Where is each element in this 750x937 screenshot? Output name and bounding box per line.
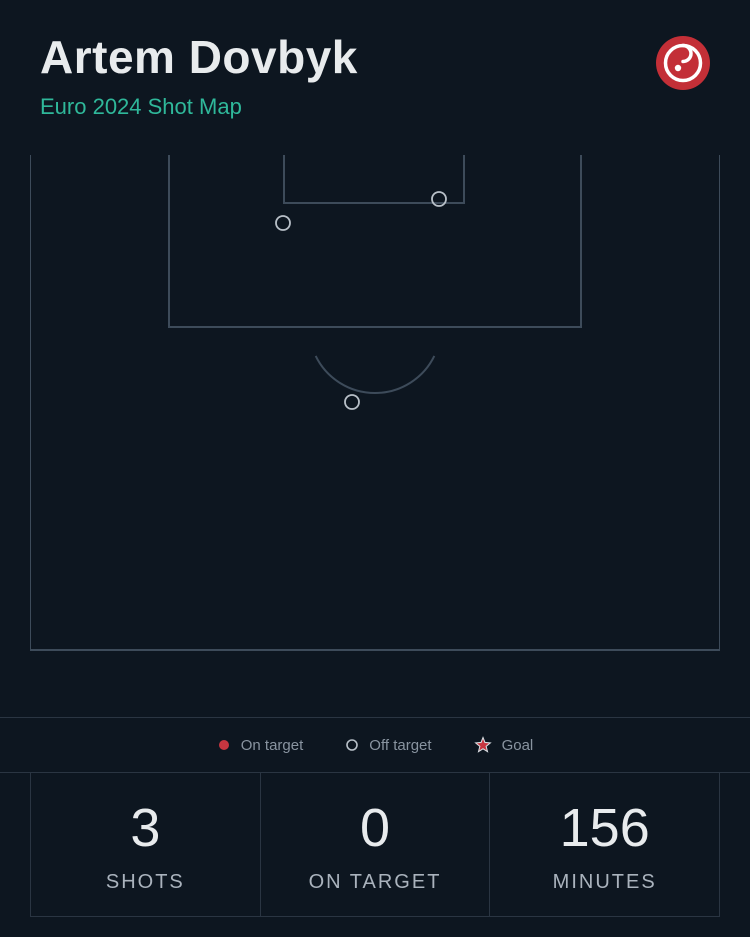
stat-cell-on-target: 0 ON TARGET	[260, 773, 490, 917]
legend-label: Goal	[502, 737, 534, 754]
stat-value: 156	[560, 801, 650, 855]
goal-icon	[474, 736, 492, 754]
stat-label: MINUTES	[553, 871, 657, 894]
stats-row: 3 SHOTS 0 ON TARGET 156 MINUTES	[0, 773, 750, 937]
legend-item-goal: Goal	[474, 736, 534, 754]
legend: On target Off target Goal	[0, 717, 750, 773]
header: Artem Dovbyk Euro 2024 Shot Map	[0, 0, 750, 140]
legend-label: Off target	[369, 737, 431, 754]
stat-value: 3	[130, 801, 160, 855]
brand-logo-icon	[656, 36, 710, 90]
stat-label: SHOTS	[106, 871, 185, 894]
stat-value: 0	[360, 801, 390, 855]
on-target-icon	[217, 738, 231, 752]
player-name: Artem Dovbyk	[40, 30, 358, 84]
legend-item-on-target: On target	[217, 737, 304, 754]
off-target-icon	[345, 738, 359, 752]
legend-label: On target	[241, 737, 304, 754]
chart-subtitle: Euro 2024 Shot Map	[40, 94, 358, 120]
legend-item-off-target: Off target	[345, 737, 431, 754]
shot-marker	[276, 216, 290, 230]
stat-cell-minutes: 156 MINUTES	[489, 773, 720, 917]
stat-cell-shots: 3 SHOTS	[30, 773, 260, 917]
pitch-svg	[30, 155, 720, 707]
shot-map-pitch	[0, 140, 750, 717]
shot-marker	[345, 395, 359, 409]
stat-label: ON TARGET	[309, 871, 442, 894]
